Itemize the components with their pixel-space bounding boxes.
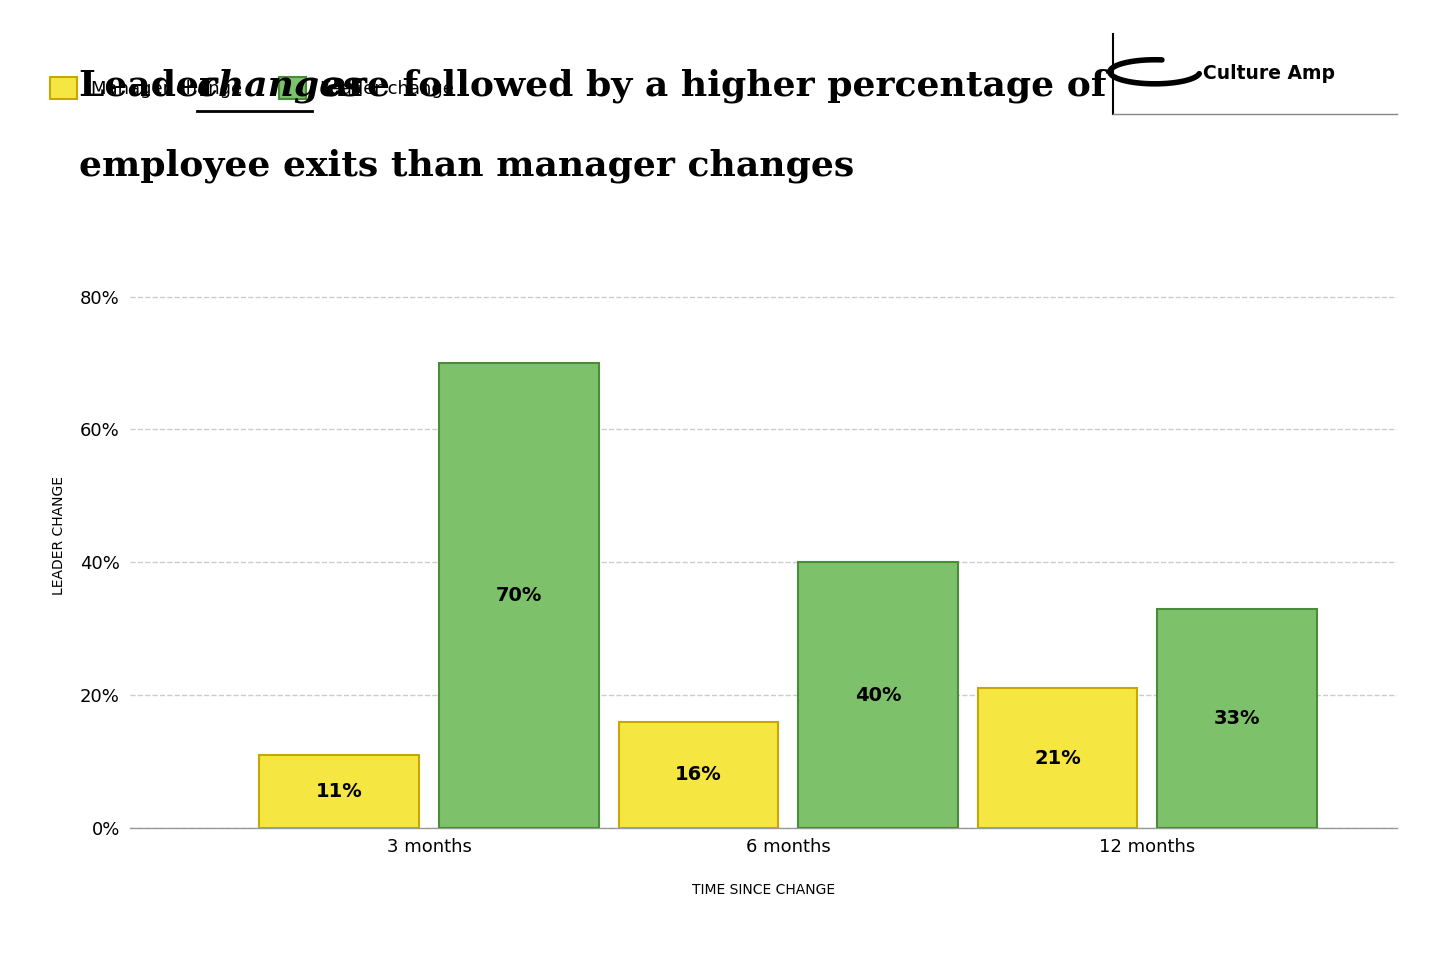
Bar bbox=[619, 722, 778, 828]
Text: 21%: 21% bbox=[1034, 749, 1081, 768]
Text: are followed by a higher percentage of: are followed by a higher percentage of bbox=[312, 68, 1107, 102]
Bar bbox=[1158, 609, 1318, 828]
Text: Leader: Leader bbox=[79, 68, 230, 102]
Bar bbox=[798, 562, 958, 828]
Bar bbox=[978, 689, 1138, 828]
Bar bbox=[439, 363, 599, 828]
Text: 70%: 70% bbox=[495, 586, 541, 605]
Legend: Manager change, Leader change: Manager change, Leader change bbox=[50, 77, 454, 99]
Text: 16%: 16% bbox=[675, 766, 721, 784]
Text: 11%: 11% bbox=[315, 782, 363, 801]
Text: 33%: 33% bbox=[1214, 709, 1260, 728]
Text: employee exits than manager changes: employee exits than manager changes bbox=[79, 148, 854, 182]
Bar bbox=[259, 755, 419, 828]
Text: Culture Amp: Culture Amp bbox=[1204, 64, 1335, 83]
X-axis label: TIME SINCE CHANGE: TIME SINCE CHANGE bbox=[691, 883, 835, 897]
Text: 40%: 40% bbox=[855, 686, 901, 704]
Text: changes: changes bbox=[197, 68, 364, 102]
Y-axis label: LEADER CHANGE: LEADER CHANGE bbox=[52, 476, 66, 595]
